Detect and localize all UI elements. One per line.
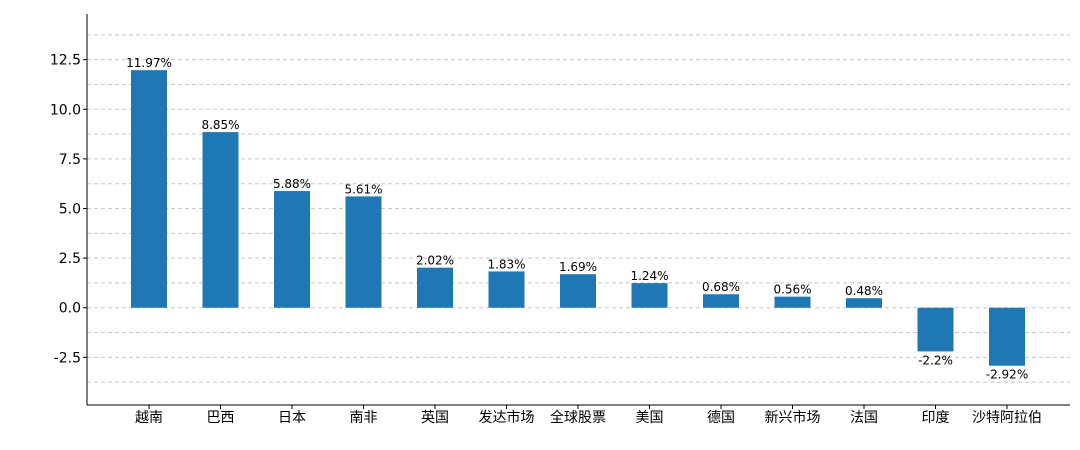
data-label: 2.02% bbox=[416, 254, 454, 268]
x-tick-label: 巴西 bbox=[207, 410, 235, 426]
x-tick-label: 日本 bbox=[278, 410, 306, 426]
bar bbox=[631, 283, 668, 308]
bar bbox=[846, 298, 882, 308]
y-tick-label: 5.0 bbox=[59, 202, 81, 218]
x-tick-label: 新兴市场 bbox=[765, 409, 821, 426]
y-tick-label: 10.0 bbox=[50, 102, 81, 118]
data-labels: 11.97% 8.85% 5.88% 5.61% 2.02% 1.83% 1.69% 1.24… bbox=[126, 56, 1028, 382]
x-tick-label: 发达市场 bbox=[479, 409, 535, 426]
data-label: -2.92% bbox=[986, 368, 1028, 382]
x-tick-label: 德国 bbox=[707, 410, 735, 426]
x-tick-label: 全球股票 bbox=[550, 409, 606, 426]
tick-labels: -2.5 0.0 2.5 5.0 7.5 10.0 12.5 越南 巴西 日本 南非 英国 发达市场 全球… bbox=[50, 53, 1042, 426]
x-tick-label: 越南 bbox=[135, 410, 163, 426]
x-tick-label: 印度 bbox=[922, 410, 950, 426]
data-label: 0.56% bbox=[773, 283, 811, 297]
data-label: 8.85% bbox=[201, 118, 239, 132]
y-tick-label: 2.5 bbox=[59, 251, 81, 267]
bar bbox=[488, 271, 525, 308]
x-tick-label: 法国 bbox=[850, 410, 878, 426]
bar bbox=[703, 294, 739, 308]
data-label: -2.2% bbox=[918, 353, 953, 367]
bar bbox=[560, 274, 596, 308]
bar bbox=[274, 191, 310, 308]
data-label: 5.61% bbox=[344, 182, 382, 196]
x-tick-label: 美国 bbox=[636, 410, 664, 426]
bar bbox=[202, 132, 239, 308]
data-label: 1.69% bbox=[559, 260, 597, 274]
data-label: 5.88% bbox=[273, 177, 311, 191]
bar bbox=[131, 70, 167, 308]
x-tick-label: 南非 bbox=[350, 410, 378, 426]
axes bbox=[83, 14, 1070, 409]
bar bbox=[989, 307, 1025, 366]
y-tick-label: 12.5 bbox=[50, 53, 81, 69]
bars bbox=[131, 70, 1025, 366]
bar bbox=[774, 296, 811, 308]
data-label: 1.83% bbox=[487, 257, 525, 271]
x-tick-label: 沙特阿拉伯 bbox=[972, 410, 1042, 426]
y-tick-label: 0.0 bbox=[59, 301, 81, 317]
bar bbox=[917, 307, 954, 352]
data-label: 1.24% bbox=[630, 269, 668, 283]
y-tick-label: -2.5 bbox=[54, 350, 81, 366]
data-label: 11.97% bbox=[126, 56, 172, 70]
x-tick-label: 英国 bbox=[421, 409, 449, 426]
bar bbox=[417, 267, 453, 308]
bar bbox=[345, 196, 382, 308]
data-label: 0.68% bbox=[702, 280, 740, 294]
y-tick-label: 7.5 bbox=[59, 152, 81, 168]
data-label: 0.48% bbox=[845, 284, 883, 298]
